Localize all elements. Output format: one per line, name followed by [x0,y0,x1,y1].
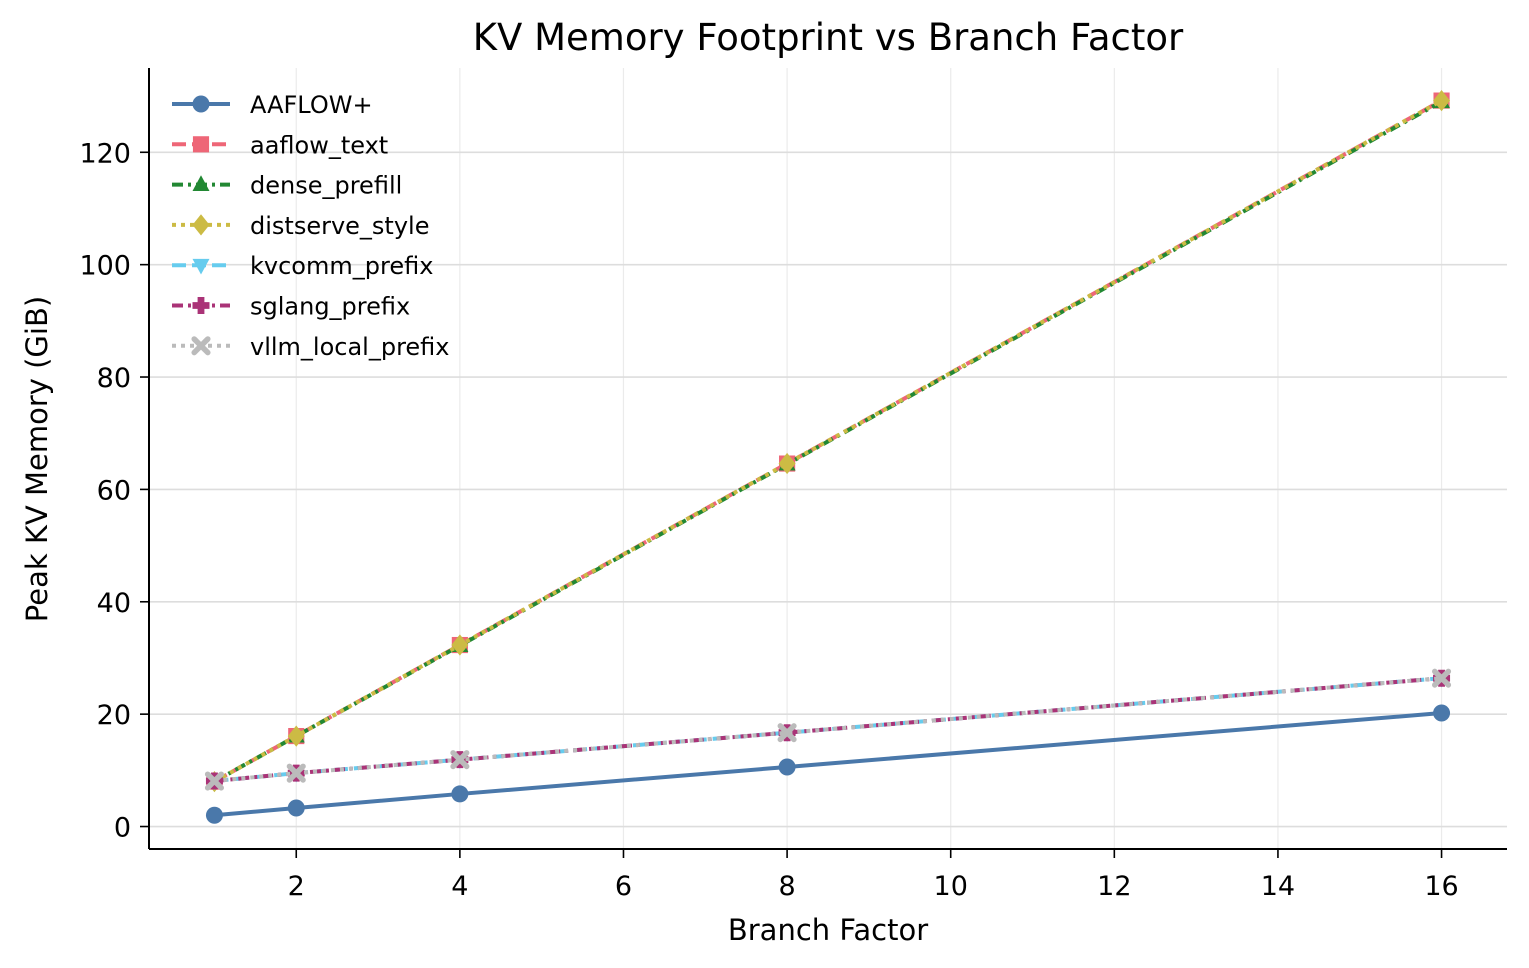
y-tick-label: 60 [97,475,131,506]
x-tick-label: 12 [1097,871,1131,902]
legend-entry-aaflow-text: aaflow_text [172,131,388,159]
legend-marker [192,95,210,113]
data-point-vllm-local-prefix [777,723,797,743]
axes [140,68,1507,858]
legend-marker [191,336,211,356]
x-tick-label: 16 [1424,871,1458,902]
series-aaflow [205,704,1451,824]
data-point-aaflow [205,806,223,824]
y-tick-label: 0 [114,813,131,844]
legend-label: vllm_local_prefix [250,333,450,361]
x-tick-label: 2 [288,871,305,902]
series-vllm-local-prefix [204,668,1452,791]
chart-title: KV Memory Footprint vs Branch Factor [473,16,1184,59]
legend: AAFLOW+ aaflow_text dense_prefill distserve… [172,91,450,361]
data-point-aaflow [1433,704,1451,722]
legend-label: distserve_style [250,212,429,240]
grid-lines [149,68,1507,849]
legend-label: sglang_prefix [250,293,410,321]
tick-labels: 2 4 6 8 10 12 14 16 0 20 40 60 80 100 120 [79,138,1458,902]
legend-entry-aaflow: AAFLOW+ [172,91,373,119]
data-point-aaflow [287,799,305,817]
x-tick-label: 14 [1261,871,1295,902]
legend-entry-vllm-local-prefix: vllm_local_prefix [172,333,450,361]
x-tick-label: 10 [934,871,968,902]
legend-entry-sglang-prefix: sglang_prefix [172,293,410,321]
data-point-aaflow [778,758,796,776]
data-point-distserve-style [287,725,305,747]
data-point-distserve-style [451,634,469,656]
legend-marker [192,214,210,236]
data-point-aaflow [451,785,469,803]
legend-label: dense_prefill [250,172,402,200]
y-tick-label: 80 [97,363,131,394]
x-axis-label: Branch Factor [728,913,928,947]
legend-entry-kvcomm-prefix: kvcomm_prefix [172,252,433,280]
legend-marker [192,297,210,314]
y-axis-label: Peak KV Memory (GiB) [20,296,54,622]
data-point-vllm-local-prefix [450,750,470,770]
legend-label: kvcomm_prefix [250,252,433,280]
data-point-distserve-style [778,452,796,475]
legend-marker [192,136,210,153]
legend-entry-distserve-style: distserve_style [172,212,429,240]
legend-label: AAFLOW+ [250,91,373,119]
data-point-vllm-local-prefix [286,763,306,783]
data-point-distserve-style [1433,89,1451,112]
y-tick-label: 20 [97,700,131,731]
data-point-vllm-local-prefix [1432,668,1452,688]
legend-entry-dense-prefill: dense_prefill [172,172,402,200]
x-tick-label: 8 [779,871,796,902]
legend-marker [192,175,210,191]
legend-marker [192,258,210,275]
data-point-vllm-local-prefix [204,771,224,791]
y-tick-label: 40 [97,588,131,619]
legend-label: aaflow_text [250,131,388,159]
x-tick-label: 6 [615,871,632,902]
y-tick-label: 120 [79,138,131,169]
x-tick-label: 4 [451,871,468,902]
y-tick-label: 100 [79,251,131,282]
series-layer [204,89,1452,824]
